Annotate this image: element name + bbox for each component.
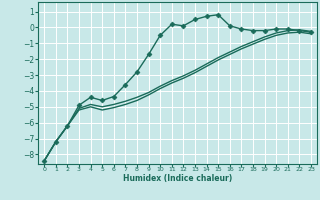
X-axis label: Humidex (Indice chaleur): Humidex (Indice chaleur) <box>123 174 232 183</box>
